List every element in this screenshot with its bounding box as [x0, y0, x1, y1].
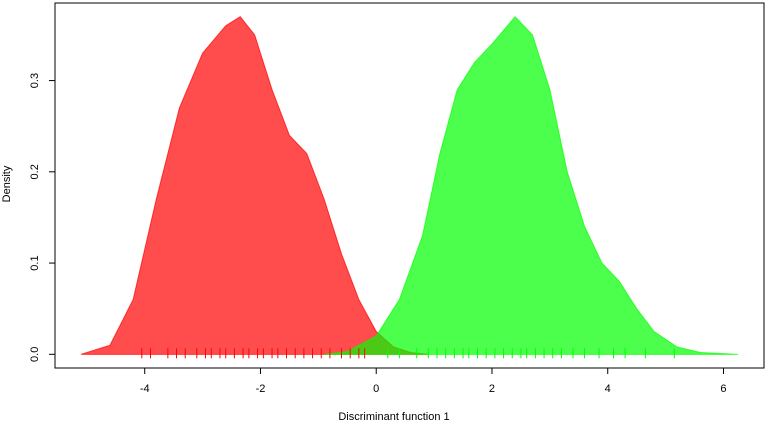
x-tick-label: 6 [720, 383, 726, 395]
y-tick-label: 0.1 [29, 255, 41, 270]
density-area [80, 16, 429, 355]
x-tick-label: 2 [489, 383, 495, 395]
x-tick-label: -2 [256, 383, 266, 395]
y-tick-label: 0.0 [29, 347, 41, 362]
x-axis-label: Discriminant function 1 [338, 411, 449, 423]
plot-frame [54, 2, 765, 369]
y-axis-label: Density [1, 165, 13, 202]
x-tick-label: 0 [373, 383, 379, 395]
x-tick-label: 4 [605, 383, 611, 395]
y-tick-label: 0.2 [29, 164, 41, 179]
density-area [324, 15, 738, 355]
x-tick-label: -4 [140, 383, 150, 395]
y-tick-label: 0.3 [29, 73, 41, 88]
